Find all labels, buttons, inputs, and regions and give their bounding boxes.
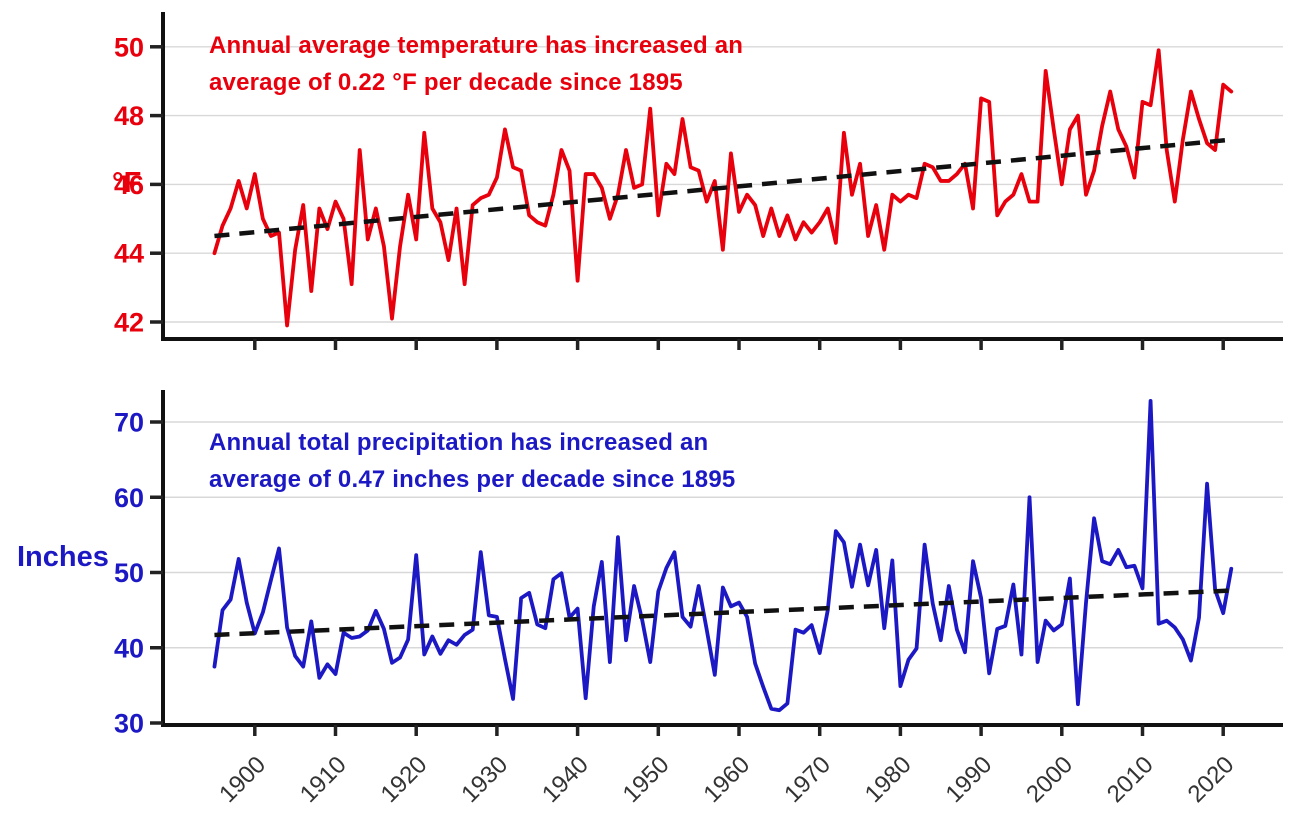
- x-axis-year-label: 1980: [860, 751, 917, 808]
- x-axis-year-label: 1950: [618, 751, 675, 808]
- x-axis-year-label: 1970: [779, 751, 836, 808]
- x-axis-year-label: 2010: [1102, 751, 1159, 808]
- x-axis-year-label: 1960: [698, 751, 755, 808]
- temperature-annotation: Annual average temperature has increased…: [209, 27, 743, 101]
- temperature-panel: 42 44 46 48 50: [114, 12, 1283, 350]
- temperature-annotation-line1: Annual average temperature has increased…: [209, 32, 744, 59]
- precipitation-y-tick-label: 60: [114, 483, 144, 513]
- precipitation-axis-unit-label: Inches: [17, 541, 109, 573]
- precipitation-gridlines: [163, 421, 1283, 649]
- precipitation-annotation: Annual total precipitation has increased…: [209, 424, 735, 498]
- precipitation-y-tick-label: 70: [114, 408, 144, 438]
- temperature-trend-line: [214, 137, 1232, 239]
- x-axis-year-label: 1930: [456, 751, 513, 808]
- temperature-y-tick-label: 46: [114, 170, 144, 200]
- temperature-data-line: [212, 48, 1234, 328]
- x-axis-year-label: 1990: [940, 751, 997, 808]
- temperature-y-tick-label: 50: [114, 32, 144, 62]
- temperature-y-tick-label: 48: [114, 101, 144, 131]
- precipitation-y-ticks: 30 40 50 60 70: [114, 408, 163, 739]
- x-axis-year-label: 1910: [295, 751, 352, 808]
- temperature-y-tick-label: 44: [114, 239, 144, 269]
- precipitation-trend-line: [214, 588, 1232, 638]
- temperature-y-tick-label: 42: [114, 308, 144, 338]
- temperature-y-ticks: 42 44 46 48 50: [114, 32, 163, 338]
- x-axis-year-label: 2020: [1183, 751, 1240, 808]
- x-axis-year-label: 1920: [376, 751, 433, 808]
- precipitation-y-tick-label: 30: [114, 709, 144, 739]
- temperature-x-ticks: [253, 339, 1225, 350]
- x-axis-year-label: 1940: [537, 751, 594, 808]
- precipitation-x-ticks: 1900 1910 1920 1930 1940 1950 1960 1970 1980 1990…: [214, 725, 1239, 808]
- precipitation-annotation-line2: average of 0.47 inches per decade since …: [209, 466, 736, 493]
- precipitation-data-line: [212, 399, 1234, 713]
- precipitation-y-tick-label: 50: [114, 558, 144, 588]
- precipitation-y-tick-label: 40: [114, 633, 144, 663]
- x-axis-year-label: 2000: [1021, 751, 1078, 808]
- x-axis-year-label: 1900: [214, 751, 271, 808]
- precipitation-annotation-line1: Annual total precipitation has increased…: [209, 429, 709, 456]
- temperature-annotation-line2: average of 0.22 °F per decade since 1895: [209, 69, 683, 96]
- temperature-axis-unit-label: °F: [112, 167, 142, 199]
